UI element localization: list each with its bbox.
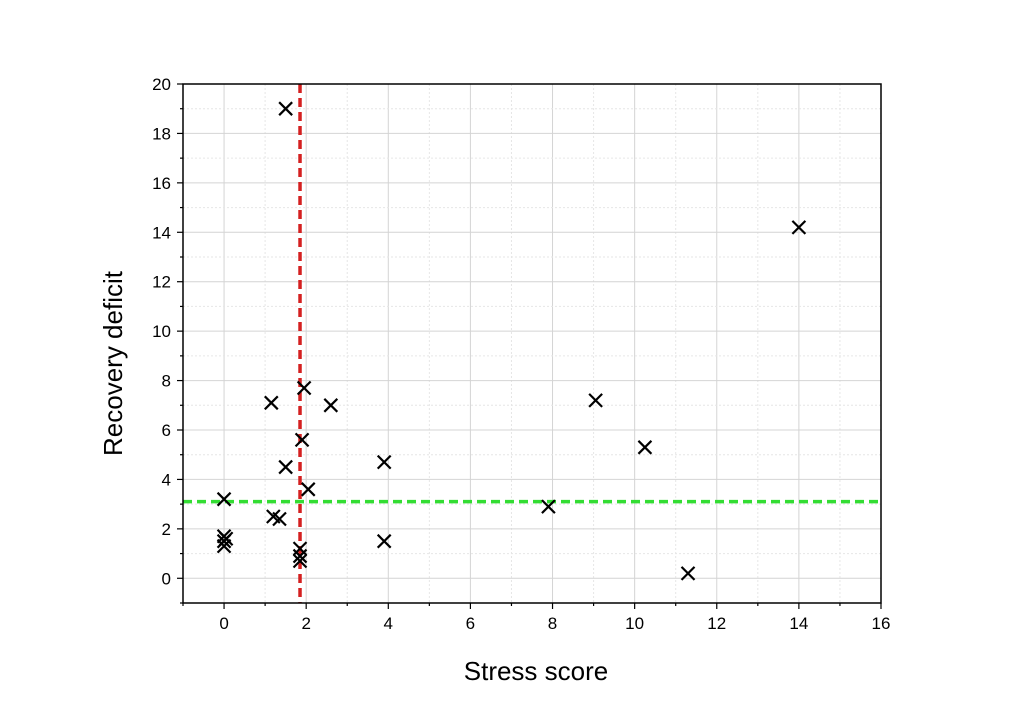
y-axis-title: Recovery deficit bbox=[98, 270, 128, 456]
axis-ticks bbox=[177, 83, 882, 609]
marker-stroke bbox=[266, 509, 281, 524]
data-point-marker bbox=[216, 533, 232, 549]
y-tick-label: 10 bbox=[152, 322, 171, 341]
x-tick-label: 16 bbox=[872, 614, 891, 633]
x-tick-label: 4 bbox=[384, 614, 393, 633]
data-point-marker bbox=[216, 491, 232, 507]
y-tick-label: 2 bbox=[162, 520, 171, 539]
x-axis-title: Stress score bbox=[464, 656, 609, 686]
y-tick-label: 6 bbox=[162, 421, 171, 440]
data-point-marker bbox=[323, 398, 339, 413]
y-tick-label: 4 bbox=[162, 470, 171, 489]
x-tick-label: 10 bbox=[625, 614, 644, 633]
data-point-marker bbox=[588, 393, 603, 408]
data-point-marker bbox=[272, 511, 287, 527]
x-tick-label: 2 bbox=[301, 614, 310, 633]
data-point-marker bbox=[216, 538, 232, 554]
marker-stroke bbox=[272, 511, 287, 527]
marker-stroke bbox=[278, 101, 293, 116]
data-point-marker bbox=[680, 566, 696, 581]
marker-stroke bbox=[588, 393, 603, 408]
data-points bbox=[216, 101, 807, 581]
marker-stroke bbox=[292, 548, 308, 564]
data-point-marker bbox=[296, 380, 312, 396]
marker-stroke bbox=[376, 533, 392, 549]
marker-stroke bbox=[216, 533, 232, 549]
plot-frame bbox=[182, 83, 882, 604]
marker-stroke bbox=[376, 454, 392, 470]
marker-stroke bbox=[278, 459, 293, 475]
data-point-marker bbox=[300, 482, 316, 497]
y-tick-label: 14 bbox=[152, 223, 171, 242]
y-tick-label: 8 bbox=[162, 372, 171, 391]
y-tick-label: 18 bbox=[152, 124, 171, 143]
y-tick-label: 12 bbox=[152, 273, 171, 292]
x-tick-label: 12 bbox=[707, 614, 726, 633]
data-point-marker bbox=[292, 548, 308, 564]
grid bbox=[182, 83, 882, 604]
y-tick-label: 16 bbox=[152, 174, 171, 193]
data-point-marker bbox=[541, 499, 556, 514]
marker-stroke bbox=[637, 440, 653, 455]
marker-stroke bbox=[300, 482, 316, 497]
data-point-marker bbox=[294, 432, 310, 448]
marker-stroke bbox=[791, 220, 807, 235]
data-point-marker bbox=[791, 220, 807, 235]
data-point-marker bbox=[278, 101, 293, 116]
data-point-marker bbox=[376, 533, 392, 549]
reference-lines bbox=[183, 84, 881, 603]
marker-stroke bbox=[294, 432, 310, 448]
data-point-marker bbox=[292, 553, 308, 569]
marker-stroke bbox=[680, 566, 696, 581]
marker-stroke bbox=[292, 553, 308, 569]
x-tick-label: 0 bbox=[219, 614, 228, 633]
marker-stroke bbox=[263, 395, 279, 411]
tick-labels: 0 2 4 6 8 10 12 14 16 0 2 4 6 8 10 12 14 16 18 20 bbox=[152, 75, 890, 633]
marker-stroke bbox=[216, 491, 232, 507]
data-point-marker bbox=[263, 395, 279, 411]
marker-stroke bbox=[323, 398, 339, 413]
y-tick-label: 0 bbox=[162, 569, 171, 588]
marker-stroke bbox=[216, 538, 232, 554]
data-point-marker bbox=[637, 440, 653, 455]
marker-stroke bbox=[296, 380, 312, 396]
x-tick-label: 8 bbox=[548, 614, 557, 633]
marker-stroke bbox=[541, 499, 556, 514]
y-tick-label: 20 bbox=[152, 75, 171, 94]
x-tick-label: 6 bbox=[466, 614, 475, 633]
x-tick-label: 14 bbox=[789, 614, 808, 633]
data-point-marker bbox=[278, 459, 293, 475]
data-point-marker bbox=[376, 454, 392, 470]
